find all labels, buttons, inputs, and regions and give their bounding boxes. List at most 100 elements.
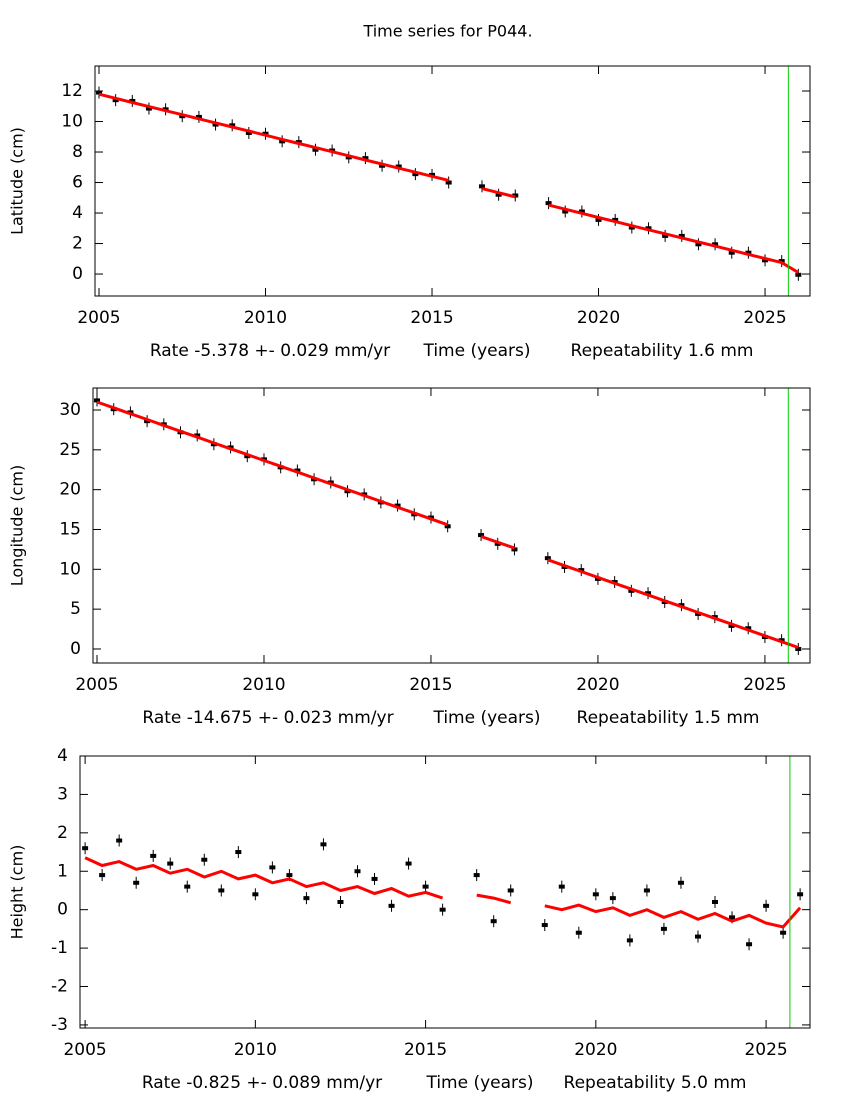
y-tick-label: 8 — [72, 142, 83, 162]
y-tick-label: 4 — [57, 746, 68, 766]
data-point — [728, 250, 735, 255]
rate-label: Rate -0.825 +- 0.089 mm/yr — [142, 1073, 382, 1093]
data-point — [345, 155, 352, 160]
data-point — [729, 915, 736, 920]
x-axis-label: Time (years) — [422, 341, 530, 361]
y-axis-label: Height (cm) — [8, 845, 27, 940]
data-point — [628, 588, 635, 593]
data-point — [762, 258, 769, 263]
model-line — [96, 400, 799, 649]
data-point — [728, 623, 735, 628]
data-point — [746, 942, 753, 947]
data-point — [795, 272, 802, 277]
data-point — [541, 923, 548, 928]
plot-frame — [92, 387, 811, 664]
y-axis-label: Latitude (cm) — [8, 127, 27, 235]
model-line — [98, 92, 800, 274]
data-point — [511, 547, 518, 552]
x-tick-label: 2010 — [242, 675, 285, 695]
x-tick-label: 2025 — [743, 675, 786, 695]
data-point — [578, 209, 585, 214]
panel: 0 2 4 6 8 10 12 2005 2010 2015 2020 2025 Latitude (c… — [8, 65, 811, 361]
y-tick-label: 5 — [70, 599, 81, 619]
data-point — [645, 591, 652, 596]
y-tick-label: 4 — [72, 203, 83, 223]
data-point — [312, 147, 319, 152]
y-tick-label: 6 — [72, 173, 83, 193]
y-tick-label: 10 — [59, 559, 81, 579]
panel: -3 -2 -1 0 1 2 3 4 2005 2010 2015 2020 2025 Height (c… — [8, 746, 811, 1093]
data-point — [478, 533, 485, 538]
data-point — [95, 90, 102, 95]
data-point — [695, 242, 702, 247]
data-point — [544, 556, 551, 561]
data-point — [412, 172, 419, 177]
data-point — [612, 217, 619, 222]
data-point — [144, 419, 151, 424]
y-tick-label: 2 — [72, 234, 83, 254]
data-point — [395, 164, 402, 169]
data-point — [212, 122, 219, 127]
data-point — [694, 934, 701, 939]
data-point — [133, 880, 140, 885]
data-point — [286, 873, 293, 878]
x-axis-label: Time (years) — [432, 708, 540, 728]
data-point — [218, 888, 225, 893]
x-tick-label: 2020 — [576, 675, 619, 695]
data-point — [445, 180, 452, 185]
x-tick-label: 2010 — [244, 308, 287, 328]
x-axis-label: Time (years) — [425, 1073, 533, 1093]
data-point — [628, 225, 635, 230]
data-point — [558, 884, 565, 889]
data-point — [82, 846, 89, 851]
rate-label: Rate -5.378 +- 0.029 mm/yr — [150, 341, 390, 361]
data-point — [795, 646, 802, 651]
y-tick-label: 1 — [57, 861, 68, 881]
data-point — [320, 842, 327, 847]
data-point — [545, 201, 552, 206]
x-tick-label: 2025 — [743, 308, 786, 328]
y-tick-label: 12 — [61, 81, 83, 101]
y-tick-label: -1 — [51, 938, 68, 958]
data-point — [439, 907, 446, 912]
data-point — [562, 209, 569, 214]
data-point — [507, 888, 514, 893]
data-point — [229, 123, 236, 128]
data-point — [712, 899, 719, 904]
x-tick-label: 2020 — [577, 308, 620, 328]
y-tick-label: -3 — [51, 1015, 68, 1035]
x-tick-label: 2015 — [404, 1040, 447, 1060]
data-point — [643, 888, 650, 893]
x-tick-label: 2015 — [410, 308, 453, 328]
data-point — [595, 217, 602, 222]
y-tick-label: 0 — [72, 264, 83, 284]
y-tick-label: 2 — [57, 823, 68, 843]
data-point — [660, 926, 667, 931]
y-tick-label: 30 — [59, 400, 81, 420]
data-point — [354, 869, 361, 874]
data-point — [184, 884, 191, 889]
data-point — [99, 873, 106, 878]
repeatability-label: Repeatability 1.5 mm — [577, 708, 760, 728]
y-tick-label: -2 — [51, 977, 68, 997]
data-point — [379, 163, 386, 168]
data-point — [194, 433, 201, 438]
data-point — [780, 930, 787, 935]
x-tick-label: 2020 — [574, 1040, 617, 1060]
data-point — [337, 899, 344, 904]
data-point — [269, 865, 276, 870]
x-tick-label: 2005 — [63, 1040, 106, 1060]
data-point — [745, 626, 752, 631]
data-point — [626, 938, 633, 943]
y-tick-label: 3 — [57, 784, 68, 804]
data-point — [394, 503, 401, 508]
y-tick-label: 0 — [57, 900, 68, 920]
rate-label: Rate -14.675 +- 0.023 mm/yr — [142, 708, 393, 728]
data-point — [129, 98, 136, 103]
data-point — [575, 930, 582, 935]
data-point — [371, 876, 378, 881]
data-point — [145, 106, 152, 111]
data-point — [116, 838, 123, 843]
